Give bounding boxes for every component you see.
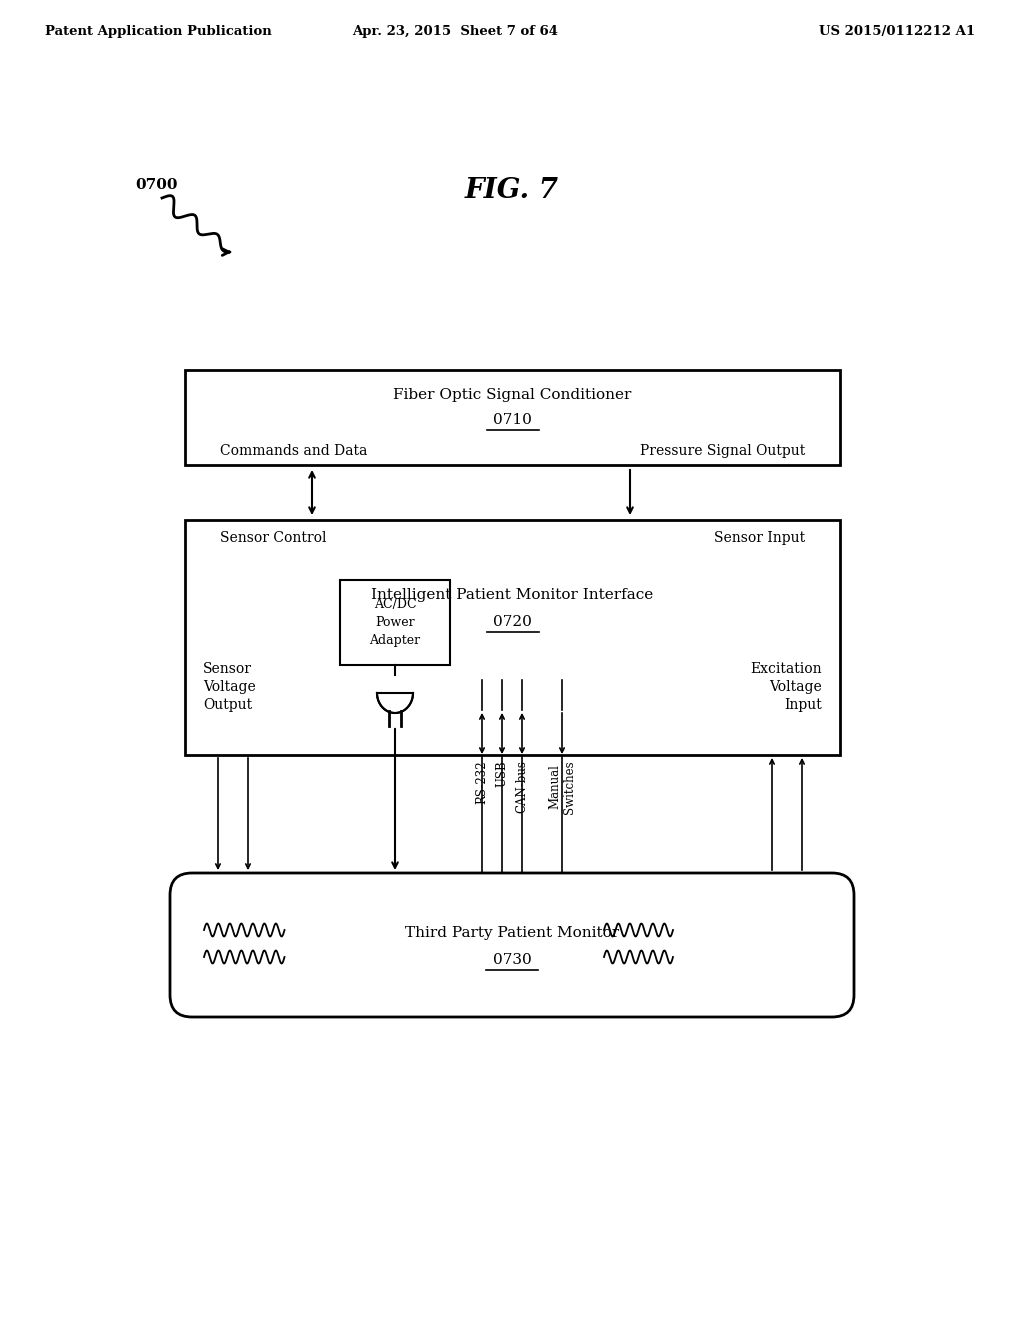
Text: Sensor
Voltage
Output: Sensor Voltage Output <box>203 661 256 713</box>
Polygon shape <box>377 693 413 713</box>
Text: 0710: 0710 <box>494 413 531 426</box>
Text: Manual
Switches: Manual Switches <box>548 760 575 813</box>
Text: Sensor Input: Sensor Input <box>714 531 805 545</box>
Text: Apr. 23, 2015  Sheet 7 of 64: Apr. 23, 2015 Sheet 7 of 64 <box>352 25 558 38</box>
Text: Third Party Patient Monitor: Third Party Patient Monitor <box>404 927 620 940</box>
Text: Intelligent Patient Monitor Interface: Intelligent Patient Monitor Interface <box>372 587 653 602</box>
Text: FIG. 7: FIG. 7 <box>465 177 559 203</box>
Text: AC/DC
Power
Adapter: AC/DC Power Adapter <box>370 598 421 647</box>
Text: RS-232: RS-232 <box>475 760 488 804</box>
Text: Sensor Control: Sensor Control <box>220 531 327 545</box>
Text: Excitation
Voltage
Input: Excitation Voltage Input <box>751 661 822 713</box>
Text: Patent Application Publication: Patent Application Publication <box>45 25 271 38</box>
Text: CAN-bus: CAN-bus <box>515 760 528 813</box>
Text: USB: USB <box>496 760 509 787</box>
Text: 0720: 0720 <box>494 615 531 630</box>
Bar <box>185 370 840 465</box>
Text: Fiber Optic Signal Conditioner: Fiber Optic Signal Conditioner <box>393 388 632 403</box>
Text: 0730: 0730 <box>493 953 531 968</box>
Text: 0700: 0700 <box>135 178 177 191</box>
Text: Pressure Signal Output: Pressure Signal Output <box>640 444 805 458</box>
FancyBboxPatch shape <box>170 873 854 1016</box>
Text: Commands and Data: Commands and Data <box>220 444 368 458</box>
Text: US 2015/0112212 A1: US 2015/0112212 A1 <box>819 25 975 38</box>
Bar <box>185 520 840 755</box>
Bar <box>340 579 450 665</box>
